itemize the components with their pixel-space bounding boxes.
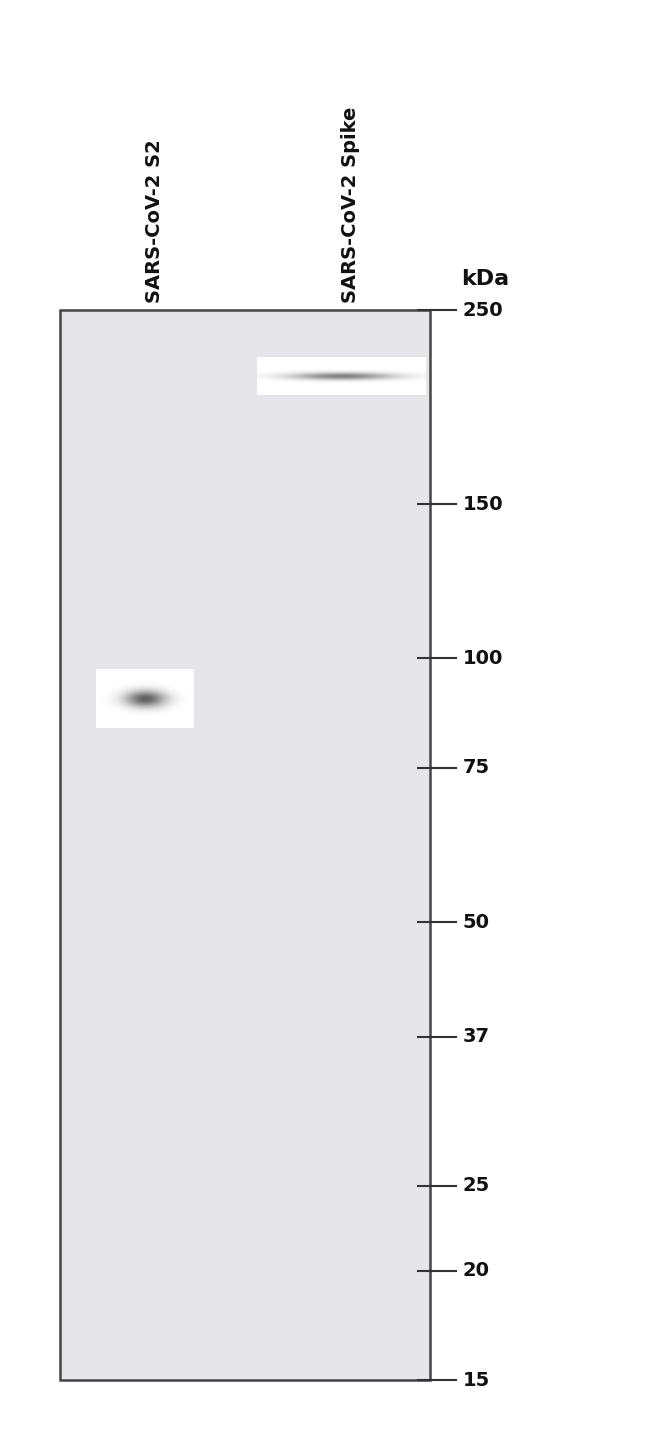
Text: kDa: kDa (462, 269, 510, 289)
Text: SARS-CoV-2 S2: SARS-CoV-2 S2 (145, 139, 164, 303)
Text: 75: 75 (463, 759, 489, 777)
Text: 250: 250 (463, 300, 503, 320)
Text: 15: 15 (463, 1370, 489, 1389)
Text: 50: 50 (463, 913, 489, 932)
Bar (60, 310, 430, 1380)
Text: 25: 25 (463, 1176, 489, 1195)
Text: 100: 100 (463, 649, 503, 667)
Text: SARS-CoV-2 Spike: SARS-CoV-2 Spike (341, 107, 360, 303)
Text: 20: 20 (463, 1260, 489, 1280)
Text: 37: 37 (463, 1027, 489, 1046)
Text: 150: 150 (463, 494, 503, 514)
